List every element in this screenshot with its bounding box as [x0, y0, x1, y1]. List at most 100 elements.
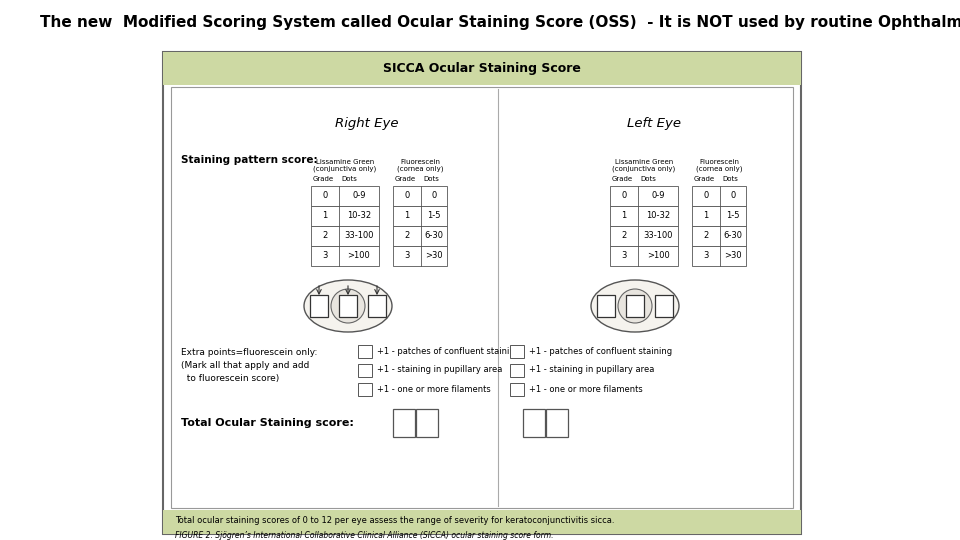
- Text: 0: 0: [431, 192, 437, 200]
- Bar: [626, 295, 644, 317]
- Text: 0-9: 0-9: [352, 192, 366, 200]
- Text: Total Ocular Staining score:: Total Ocular Staining score:: [181, 418, 354, 428]
- Ellipse shape: [304, 280, 392, 332]
- Text: 0: 0: [323, 192, 327, 200]
- Text: 6-30: 6-30: [424, 232, 444, 240]
- Bar: [311, 206, 379, 226]
- Bar: [692, 226, 746, 246]
- Text: to fluorescein score): to fluorescein score): [181, 374, 279, 383]
- Text: Left Eye: Left Eye: [627, 117, 682, 130]
- Text: 0: 0: [404, 192, 410, 200]
- Bar: [610, 246, 678, 266]
- Text: 10-32: 10-32: [347, 212, 372, 220]
- Text: 0: 0: [731, 192, 735, 200]
- Text: 0-9: 0-9: [651, 192, 664, 200]
- Text: 2: 2: [621, 232, 627, 240]
- Text: 1-5: 1-5: [427, 212, 441, 220]
- Bar: [393, 186, 447, 206]
- Text: Dots: Dots: [640, 176, 656, 182]
- Bar: [339, 295, 357, 317]
- Text: >30: >30: [724, 252, 742, 260]
- Text: Lissamine Green
(conjunctiva only): Lissamine Green (conjunctiva only): [612, 159, 676, 172]
- Bar: [692, 186, 746, 206]
- Text: 1: 1: [704, 212, 708, 220]
- Text: 1: 1: [621, 212, 627, 220]
- Ellipse shape: [331, 289, 365, 323]
- Text: 0: 0: [621, 192, 627, 200]
- Text: +1 - one or more filaments: +1 - one or more filaments: [529, 384, 643, 394]
- Text: 3: 3: [323, 252, 327, 260]
- Text: 2: 2: [704, 232, 708, 240]
- Bar: [610, 226, 678, 246]
- Text: 2: 2: [323, 232, 327, 240]
- Bar: [393, 409, 415, 437]
- Bar: [523, 409, 545, 437]
- Text: 1: 1: [323, 212, 327, 220]
- Text: >30: >30: [425, 252, 443, 260]
- Bar: [310, 295, 328, 317]
- Bar: [358, 382, 372, 395]
- Text: 0: 0: [704, 192, 708, 200]
- Bar: [358, 345, 372, 357]
- Text: Fluorescein
(cornea only): Fluorescein (cornea only): [396, 159, 444, 172]
- Text: 10-32: 10-32: [646, 212, 670, 220]
- Text: Dots: Dots: [423, 176, 439, 182]
- Bar: [393, 206, 447, 226]
- Text: 3: 3: [704, 252, 708, 260]
- Bar: [597, 295, 615, 317]
- Bar: [692, 246, 746, 266]
- Ellipse shape: [591, 280, 679, 332]
- Text: (Mark all that apply and add: (Mark all that apply and add: [181, 361, 309, 370]
- Text: +1 - one or more filaments: +1 - one or more filaments: [377, 384, 491, 394]
- Text: Lissamine Green
(conjunctiva only): Lissamine Green (conjunctiva only): [313, 159, 376, 172]
- Bar: [393, 226, 447, 246]
- Bar: [510, 382, 524, 395]
- Text: 3: 3: [404, 252, 410, 260]
- Bar: [610, 186, 678, 206]
- Bar: [311, 246, 379, 266]
- Text: 6-30: 6-30: [724, 232, 742, 240]
- Bar: [655, 295, 673, 317]
- Text: Total ocular staining scores of 0 to 12 per eye assess the range of severity for: Total ocular staining scores of 0 to 12 …: [175, 516, 614, 525]
- Text: >100: >100: [647, 252, 669, 260]
- Bar: [311, 186, 379, 206]
- Text: Fluorescein
(cornea only): Fluorescein (cornea only): [696, 159, 742, 172]
- Text: Grade: Grade: [313, 176, 334, 182]
- Text: +1 - patches of confluent staining: +1 - patches of confluent staining: [529, 347, 672, 355]
- Bar: [692, 206, 746, 226]
- Text: +1 - patches of confluent staining: +1 - patches of confluent staining: [377, 347, 520, 355]
- Bar: [163, 510, 801, 534]
- Text: 2: 2: [404, 232, 410, 240]
- Bar: [368, 295, 386, 317]
- Bar: [546, 409, 568, 437]
- Bar: [163, 52, 801, 85]
- Text: Dots: Dots: [341, 176, 357, 182]
- Text: +1 - staining in pupillary area: +1 - staining in pupillary area: [529, 366, 655, 375]
- Text: >100: >100: [348, 252, 371, 260]
- Text: FIGURE 2. Sjögren’s International Collaborative Clinical Alliance (SICCA) ocular: FIGURE 2. Sjögren’s International Collab…: [175, 531, 554, 540]
- Text: Grade: Grade: [612, 176, 634, 182]
- Bar: [311, 226, 379, 246]
- Text: Right Eye: Right Eye: [335, 117, 399, 130]
- Text: 1-5: 1-5: [727, 212, 740, 220]
- Text: 33-100: 33-100: [643, 232, 673, 240]
- Bar: [171, 87, 793, 508]
- Bar: [393, 246, 447, 266]
- Text: Extra points=fluorescein only:: Extra points=fluorescein only:: [181, 348, 318, 357]
- Bar: [416, 409, 438, 437]
- Text: 3: 3: [621, 252, 627, 260]
- Bar: [510, 363, 524, 376]
- Bar: [163, 52, 801, 534]
- Text: Grade: Grade: [694, 176, 715, 182]
- Ellipse shape: [618, 289, 652, 323]
- Text: SICCA Ocular Staining Score: SICCA Ocular Staining Score: [383, 62, 581, 75]
- Text: 1: 1: [404, 212, 410, 220]
- Text: Dots: Dots: [722, 176, 738, 182]
- Bar: [610, 206, 678, 226]
- Text: 33-100: 33-100: [345, 232, 373, 240]
- Text: +1 - staining in pupillary area: +1 - staining in pupillary area: [377, 366, 502, 375]
- Bar: [358, 363, 372, 376]
- Bar: [510, 345, 524, 357]
- Text: The new  Modified Scoring System called Ocular Staining Score (OSS)  - It is NOT: The new Modified Scoring System called O…: [40, 15, 960, 30]
- Text: Staining pattern score:: Staining pattern score:: [181, 155, 318, 165]
